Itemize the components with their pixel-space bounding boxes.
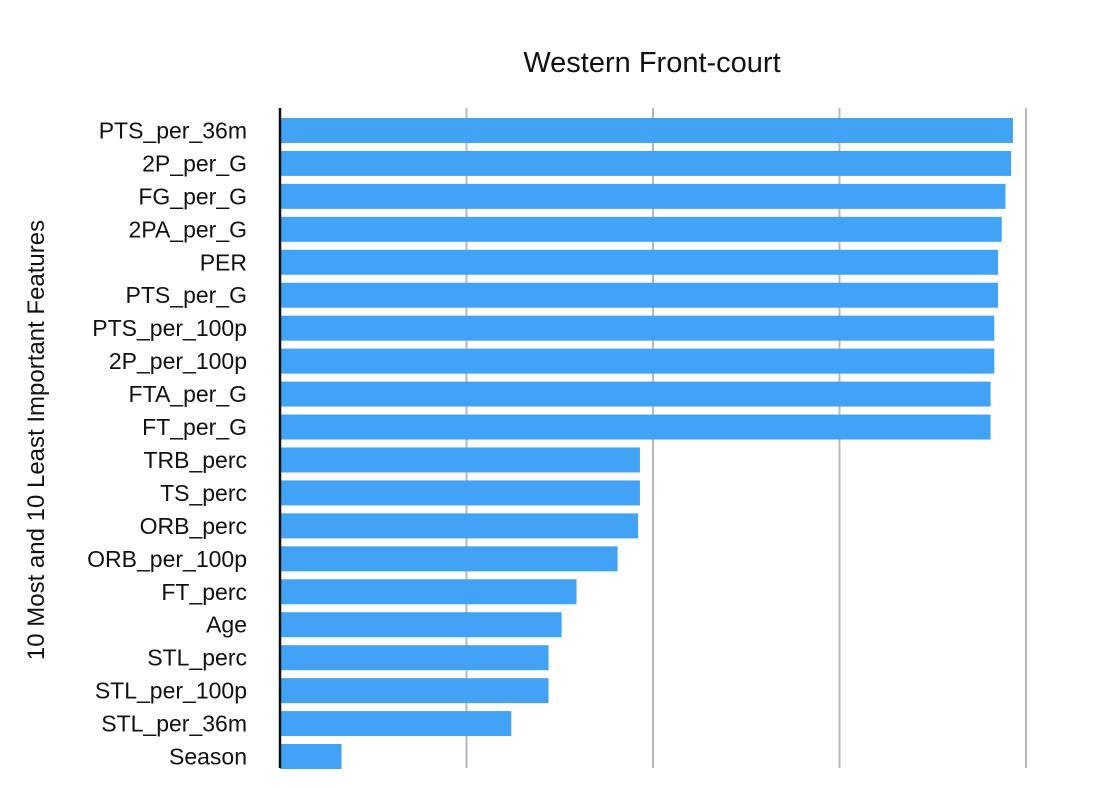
- category-label: FT_perc: [161, 579, 247, 605]
- chart-title: Western Front-court: [523, 47, 780, 79]
- category-label: STL_per_100p: [95, 678, 247, 704]
- bar: [280, 315, 995, 341]
- category-label: PTS_per_36m: [99, 117, 247, 143]
- bar: [280, 348, 995, 374]
- bar: [280, 546, 618, 572]
- bars: [280, 117, 1013, 770]
- bar: [280, 645, 549, 671]
- bar: [280, 480, 640, 506]
- bar: [280, 744, 342, 770]
- category-label: FG_per_G: [138, 183, 247, 209]
- category-label: Season: [169, 744, 247, 770]
- bar: [280, 447, 640, 473]
- category-label: 2P_per_100p: [109, 348, 247, 374]
- bar: [280, 117, 1013, 143]
- category-label: FTA_per_G: [129, 381, 247, 407]
- category-label: Age: [206, 612, 247, 638]
- category-label: TS_perc: [160, 480, 247, 506]
- category-label: 2PA_per_G: [129, 216, 247, 242]
- category-label: STL_per_36m: [101, 711, 247, 737]
- bar: [280, 216, 1002, 242]
- bar: [280, 579, 577, 605]
- category-label: ORB_per_100p: [87, 546, 247, 572]
- bar: [280, 612, 562, 638]
- category-label: ORB_perc: [140, 513, 247, 539]
- category-label: PER: [200, 249, 247, 275]
- bar: [280, 414, 991, 440]
- bar: [280, 513, 639, 539]
- category-label: STL_perc: [147, 645, 247, 671]
- bar: [280, 678, 549, 704]
- category-label: TRB_perc: [143, 447, 247, 473]
- category-labels: PTS_per_36m 2P_per_G FG_per_G 2PA_per_G PER P…: [87, 117, 247, 769]
- y-axis-label: 10 Most and 10 Least Important Features: [23, 220, 50, 660]
- bar: [280, 183, 1006, 209]
- bar: [280, 711, 512, 737]
- bar: [280, 381, 991, 407]
- category-label: 2P_per_G: [142, 150, 247, 176]
- category-label: FT_per_G: [142, 414, 247, 440]
- bar: [280, 249, 999, 275]
- category-label: PTS_per_G: [126, 282, 247, 308]
- bar: [280, 150, 1012, 176]
- bar: [280, 282, 999, 308]
- category-label: PTS_per_100p: [92, 315, 247, 341]
